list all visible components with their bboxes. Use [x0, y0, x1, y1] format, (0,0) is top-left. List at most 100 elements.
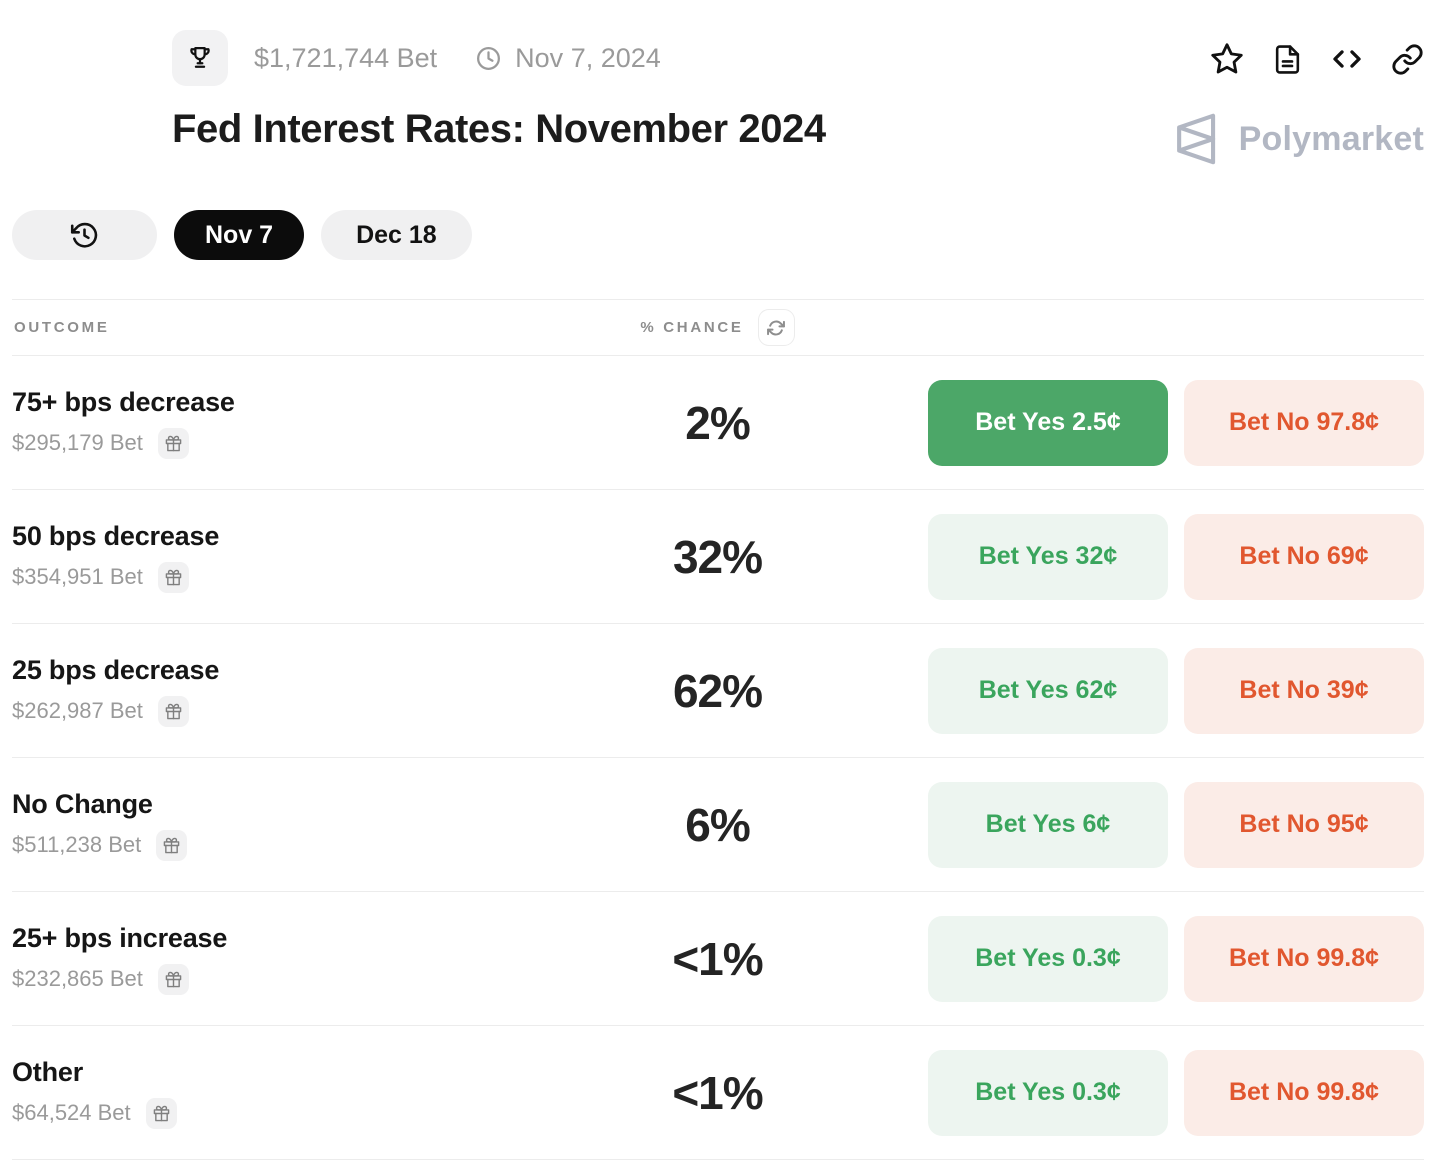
outcome-row: 25 bps decrease $262,987 Bet — [12, 624, 1424, 757]
outcome-bet-volume: $262,987 Bet — [12, 698, 143, 723]
outcome-bet-volume: $511,238 Bet — [12, 832, 142, 857]
row-divider — [12, 1025, 1424, 1026]
chance-cell: 2% — [585, 396, 850, 450]
polymarket-brand[interactable]: Polymarket — [1172, 111, 1424, 167]
outcome-rows: 75+ bps decrease $295,179 Bet — [12, 356, 1424, 1160]
total-bet-volume: $1,721,744 Bet — [254, 42, 438, 73]
bet-buttons: Bet Yes 0.3¢ Bet No 99.8¢ — [850, 1049, 1424, 1136]
bet-yes-button[interactable]: Bet Yes 0.3¢ — [928, 915, 1168, 1002]
star-favorite-button[interactable] — [1209, 41, 1245, 77]
chance-value: <1% — [672, 932, 763, 985]
bet-buttons: Bet Yes 32¢ Bet No 69¢ — [850, 513, 1424, 600]
gift-icon — [165, 703, 182, 720]
bet-buttons: Bet Yes 62¢ Bet No 39¢ — [850, 647, 1424, 734]
copy-link-button[interactable] — [1391, 43, 1424, 76]
row-divider — [12, 489, 1424, 490]
polymarket-logo-mark-icon — [1172, 111, 1222, 167]
market-date: Nov 7, 2024 — [515, 42, 661, 73]
outcome-name: 25 bps decrease — [12, 654, 220, 685]
bet-yes-button[interactable]: Bet Yes 0.3¢ — [928, 1049, 1168, 1136]
bet-no-button[interactable]: Bet No 39¢ — [1184, 647, 1424, 734]
rewards-button[interactable] — [156, 829, 188, 861]
brand-name: Polymarket — [1238, 119, 1424, 158]
chance-value: 6% — [685, 798, 750, 851]
bet-yes-button[interactable]: Bet Yes 6¢ — [928, 781, 1168, 868]
row-divider — [12, 891, 1424, 892]
embed-code-button[interactable] — [1330, 42, 1364, 76]
embed-code-icon — [1330, 42, 1364, 76]
outcome-row: 25+ bps increase $232,865 Bet — [12, 892, 1424, 1025]
refresh-icon — [767, 319, 786, 337]
rewards-button[interactable] — [145, 1097, 177, 1129]
outcome-bet-volume: $295,179 Bet — [12, 430, 143, 455]
chance-cell: 32% — [585, 530, 850, 584]
gift-icon — [163, 837, 180, 854]
outcome-name: 75+ bps decrease — [12, 386, 235, 417]
chance-cell: <1% — [585, 932, 850, 986]
outcome-subline: $295,179 Bet — [12, 427, 585, 459]
refresh-button[interactable] — [757, 309, 795, 346]
outcome-subline: $354,951 Bet — [12, 561, 585, 593]
outcome-row: Other $64,524 Bet <1% — [12, 1026, 1424, 1159]
chance-column-header: % CHANCE — [585, 309, 850, 346]
bet-yes-button[interactable]: Bet Yes 62¢ — [928, 647, 1168, 734]
chance-value: 62% — [672, 664, 763, 717]
page-title: Fed Interest Rates: November 2024 — [172, 107, 826, 151]
rewards-button[interactable] — [157, 427, 189, 459]
outcome-cell: 75+ bps decrease $295,179 Bet — [12, 387, 585, 459]
chance-header-label: % CHANCE — [640, 319, 744, 336]
outcome-subline: $64,524 Bet — [12, 1097, 585, 1129]
outcome-row: 50 bps decrease $354,951 Bet — [12, 490, 1424, 623]
bet-no-button[interactable]: Bet No 69¢ — [1184, 513, 1424, 600]
chance-cell: <1% — [585, 1066, 850, 1120]
rewards-button[interactable] — [157, 963, 189, 995]
history-clock-icon — [69, 220, 100, 251]
chance-cell: 62% — [585, 664, 850, 718]
outcome-cell: Other $64,524 Bet — [12, 1057, 585, 1129]
outcome-subline: $232,865 Bet — [12, 963, 585, 995]
chance-value: 2% — [685, 396, 750, 449]
star-icon — [1209, 41, 1245, 77]
bet-no-button[interactable]: Bet No 99.8¢ — [1184, 1049, 1424, 1136]
row-divider — [12, 757, 1424, 758]
outcome-table-header: OUTCOME % CHANCE — [12, 299, 1424, 356]
gift-icon — [165, 569, 182, 586]
outcome-cell: 25+ bps increase $232,865 Bet — [12, 923, 585, 995]
outcome-subline: $511,238 Bet — [12, 829, 585, 861]
tab-dec-18[interactable]: Dec 18 — [321, 210, 472, 260]
outcome-bet-volume: $64,524 Bet — [12, 1100, 131, 1125]
action-icons — [1209, 41, 1424, 77]
gift-icon — [165, 435, 182, 452]
outcome-column-header: OUTCOME — [14, 319, 110, 336]
bet-yes-button[interactable]: Bet Yes 2.5¢ — [928, 379, 1168, 466]
bet-no-button[interactable]: Bet No 99.8¢ — [1184, 915, 1424, 1002]
chance-value: <1% — [672, 1066, 763, 1119]
outcome-cell: No Change $511,238 Bet — [12, 789, 585, 861]
rewards-button[interactable] — [157, 561, 189, 593]
bet-no-button[interactable]: Bet No 95¢ — [1184, 781, 1424, 868]
trophy-icon — [172, 30, 228, 86]
gift-icon — [165, 971, 182, 988]
gift-icon — [153, 1105, 170, 1122]
market-header-main: $1,721,744 Bet Nov 7, 2024 Fed Interest … — [172, 30, 1172, 167]
outcome-name: No Change — [12, 788, 153, 819]
outcome-subline: $262,987 Bet — [12, 695, 585, 727]
rules-document-button[interactable] — [1272, 44, 1303, 75]
bet-yes-button[interactable]: Bet Yes 32¢ — [928, 513, 1168, 600]
outcome-bet-volume: $354,951 Bet — [12, 564, 143, 589]
bet-no-button[interactable]: Bet No 97.8¢ — [1184, 379, 1424, 466]
bet-buttons: Bet Yes 2.5¢ Bet No 97.8¢ — [850, 379, 1424, 466]
row-divider — [12, 623, 1424, 624]
outcome-bet-volume: $232,865 Bet — [12, 966, 143, 991]
rewards-button[interactable] — [157, 695, 189, 727]
tab-nov-7[interactable]: Nov 7 — [174, 210, 305, 260]
outcome-row: No Change $511,238 Bet — [12, 758, 1424, 891]
market-header: $1,721,744 Bet Nov 7, 2024 Fed Interest … — [12, 0, 1424, 167]
clock-icon — [475, 45, 502, 72]
chance-cell: 6% — [585, 798, 850, 852]
outcome-name: 25+ bps increase — [12, 922, 228, 953]
tab-history[interactable] — [12, 210, 157, 260]
outcome-row: 75+ bps decrease $295,179 Bet — [12, 356, 1424, 489]
market-avatar — [12, 30, 144, 163]
